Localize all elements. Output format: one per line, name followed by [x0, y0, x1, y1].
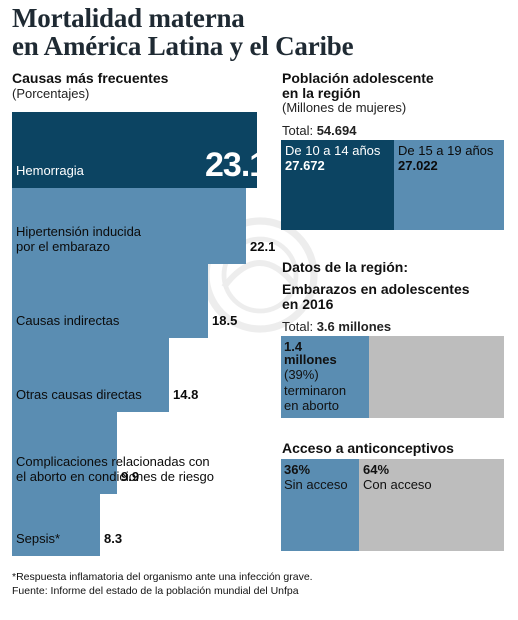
abortion-value-line1: 1.4: [284, 339, 303, 354]
bar-1: [12, 112, 257, 188]
title-line2: en América Latina y el Caribe: [12, 31, 354, 61]
bar-value-3: 18.5: [212, 313, 238, 328]
population-heading-line1: Población adolescente: [282, 70, 434, 86]
chart-title: Mortalidad materna en América Latina y e…: [12, 3, 354, 61]
population-group2-label: De 15 a 19 años: [398, 143, 494, 158]
access-label: Con acceso: [363, 477, 432, 492]
population-group1-box: [281, 140, 394, 230]
no-access-box: [281, 459, 359, 551]
population-group2-box: [394, 140, 504, 230]
abortion-box: [281, 336, 369, 418]
pregnancy-rest-box: [369, 336, 504, 418]
bar-label-5: Complicaciones relacionadas con el aborto…: [16, 454, 215, 484]
bar-value-1: 23.1: [205, 146, 268, 184]
bar-label-3: Causas indirectas: [16, 313, 120, 328]
population-group2-value: 27.022: [398, 158, 438, 173]
population-total-label: Total:: [282, 123, 314, 138]
population-group1-value: 27.672: [285, 158, 325, 173]
bar-value-4: 14.8: [173, 387, 199, 402]
access-box: [359, 459, 504, 551]
population-group1-label: De 10 a 14 años: [285, 143, 381, 158]
bar-3: [12, 264, 208, 338]
causes-heading: Causas más frecuentes: [12, 70, 169, 86]
abortion-desc-line2: en aborto: [284, 398, 339, 413]
bar-value-5: 9.9: [121, 469, 140, 484]
region-heading: Datos de la región:: [282, 259, 409, 275]
causes-subheading: (Porcentajes): [12, 86, 90, 101]
pregnancy-total-value: 3.6 millones: [316, 319, 392, 334]
population-heading-line2: en la región: [282, 85, 361, 101]
abortion-percent: (39%): [284, 367, 319, 382]
bar-4: [12, 338, 169, 412]
title-line1: Mortalidad materna: [12, 3, 245, 33]
footnote: *Respuesta inflamatoria del organismo an…: [12, 571, 313, 583]
bar-6: [12, 494, 100, 556]
access-percent: 64%: [363, 462, 390, 477]
bar-label-6: Sepsis*: [16, 531, 61, 546]
population-total-value: 54.694: [316, 123, 357, 138]
pregnancy-heading-line2: en 2016: [282, 296, 334, 312]
no-access-label: Sin acceso: [284, 477, 348, 492]
abortion-value-line2: millones: [284, 352, 337, 367]
bar-label-2: Hipertensión inducida por el embarazo: [16, 224, 142, 254]
population-total: Total: 54.694: [282, 123, 356, 138]
abortion-desc-line1: terminaron: [284, 383, 347, 398]
bar-5: [12, 412, 117, 494]
pregnancy-heading-line1: Embarazos en adolescentes: [282, 281, 470, 297]
bar-value-2: 22.1: [250, 239, 276, 254]
source: Fuente: Informe del estado de la poblaci…: [12, 585, 299, 597]
bar-value-6: 8.3: [104, 531, 123, 546]
pregnancy-total-label: Total:: [282, 319, 314, 334]
contraceptives-heading: Acceso a anticonceptivos: [282, 440, 454, 456]
bar-label-4: Otras causas directas: [16, 387, 142, 402]
population-subheading: (Millones de mujeres): [282, 100, 407, 115]
pregnancy-total: Total: 3.6 millones: [282, 319, 391, 334]
bar-2: [12, 188, 246, 264]
no-access-percent: 36%: [284, 462, 311, 477]
bar-label-1: Hemorragia: [16, 163, 84, 178]
